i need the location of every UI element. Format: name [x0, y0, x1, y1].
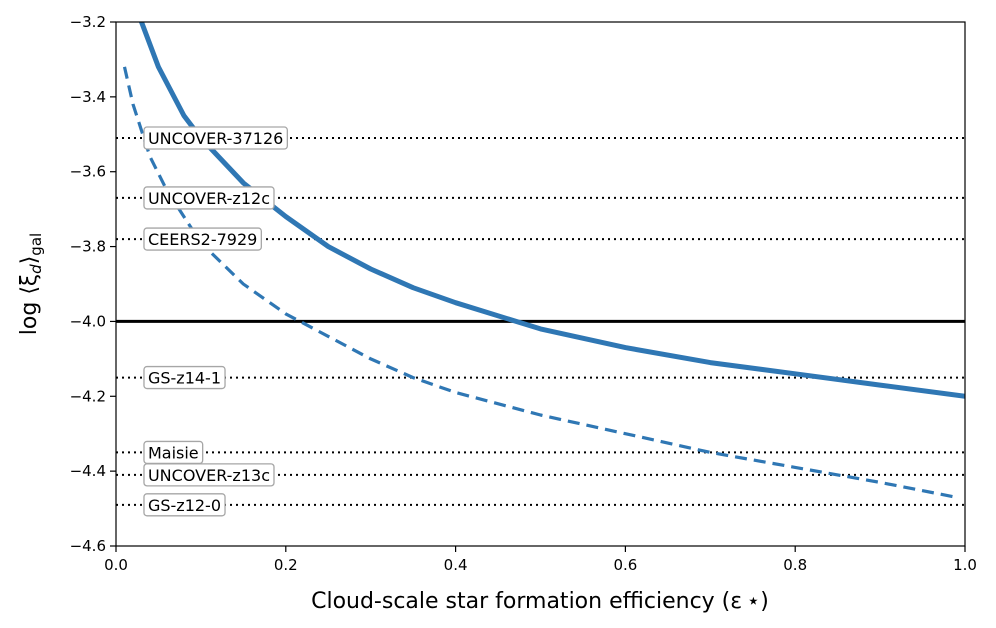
series-line-dashed — [122, 66, 957, 499]
y-tick-label: −3.6 — [70, 163, 106, 181]
annotation-text: GS-z12-0 — [148, 496, 221, 515]
data-series — [122, 22, 965, 499]
annotation-text: CEERS2-7929 — [148, 230, 257, 249]
annotation-label: Maisie — [143, 440, 204, 465]
y-tick-label: −4.2 — [70, 387, 106, 405]
annotation-text: UNCOVER-z12c — [148, 189, 270, 208]
annotation-labels: UNCOVER-37126 UNCOVER-z12c CEERS2-7929 GS-z… — [143, 126, 288, 517]
annotation-label: GS-z12-0 — [143, 493, 226, 517]
y-tick-label: −3.2 — [70, 13, 106, 31]
annotation-box — [143, 365, 226, 390]
annotation-box — [143, 493, 226, 517]
x-tick-label: 0.6 — [613, 556, 637, 574]
annotation-box — [143, 126, 288, 150]
y-axis-title-sub2: gal — [27, 233, 45, 256]
x-tick-label: 0.8 — [783, 556, 807, 574]
y-axis-title: log ⟨ξd⟩gal — [17, 233, 45, 335]
y-axis-title-main: log ⟨ξ — [17, 274, 42, 335]
annotation-label: UNCOVER-z13c — [143, 463, 275, 487]
x-tick-label: 0.4 — [444, 556, 468, 574]
y-tick-label: −3.4 — [70, 88, 106, 106]
annotation-text: Maisie — [148, 443, 199, 462]
x-axis-ticks: 0.0 0.2 0.4 0.6 0.8 1.0 — [104, 546, 977, 574]
annotation-box — [143, 463, 275, 487]
x-tick-label: 0.0 — [104, 556, 128, 574]
annotation-label: UNCOVER-z12c — [143, 186, 275, 210]
plot-frame — [115, 21, 966, 547]
y-tick-label: −3.8 — [70, 238, 106, 256]
series-line-solid — [138, 22, 965, 399]
x-tick-label: 1.0 — [953, 556, 977, 574]
y-tick-label: −4.4 — [70, 462, 106, 480]
x-axis-title: Cloud-scale star formation efficiency (ε… — [311, 589, 769, 614]
y-tick-label: −4.0 — [70, 312, 106, 330]
annotation-box — [143, 227, 262, 251]
annotation-text: UNCOVER-z13c — [148, 466, 270, 485]
annotation-label: CEERS2-7929 — [143, 227, 262, 251]
y-axis-title-close: ⟩ — [17, 256, 42, 265]
reference-lines — [116, 137, 965, 506]
annotation-text: UNCOVER-37126 — [148, 129, 283, 148]
annotation-label: UNCOVER-37126 — [143, 126, 288, 150]
y-axis-title-sub: d — [27, 264, 45, 274]
x-tick-label: 0.2 — [274, 556, 298, 574]
y-axis-ticks: −4.6 −4.4 −4.2 −4.0 −3.8 −3.6 −3.4 −3.2 — [70, 13, 116, 555]
annotation-label: GS-z14-1 — [143, 365, 226, 390]
annotation-box — [143, 186, 275, 210]
y-tick-label: −4.6 — [70, 537, 106, 555]
annotation-text: GS-z14-1 — [148, 369, 221, 388]
